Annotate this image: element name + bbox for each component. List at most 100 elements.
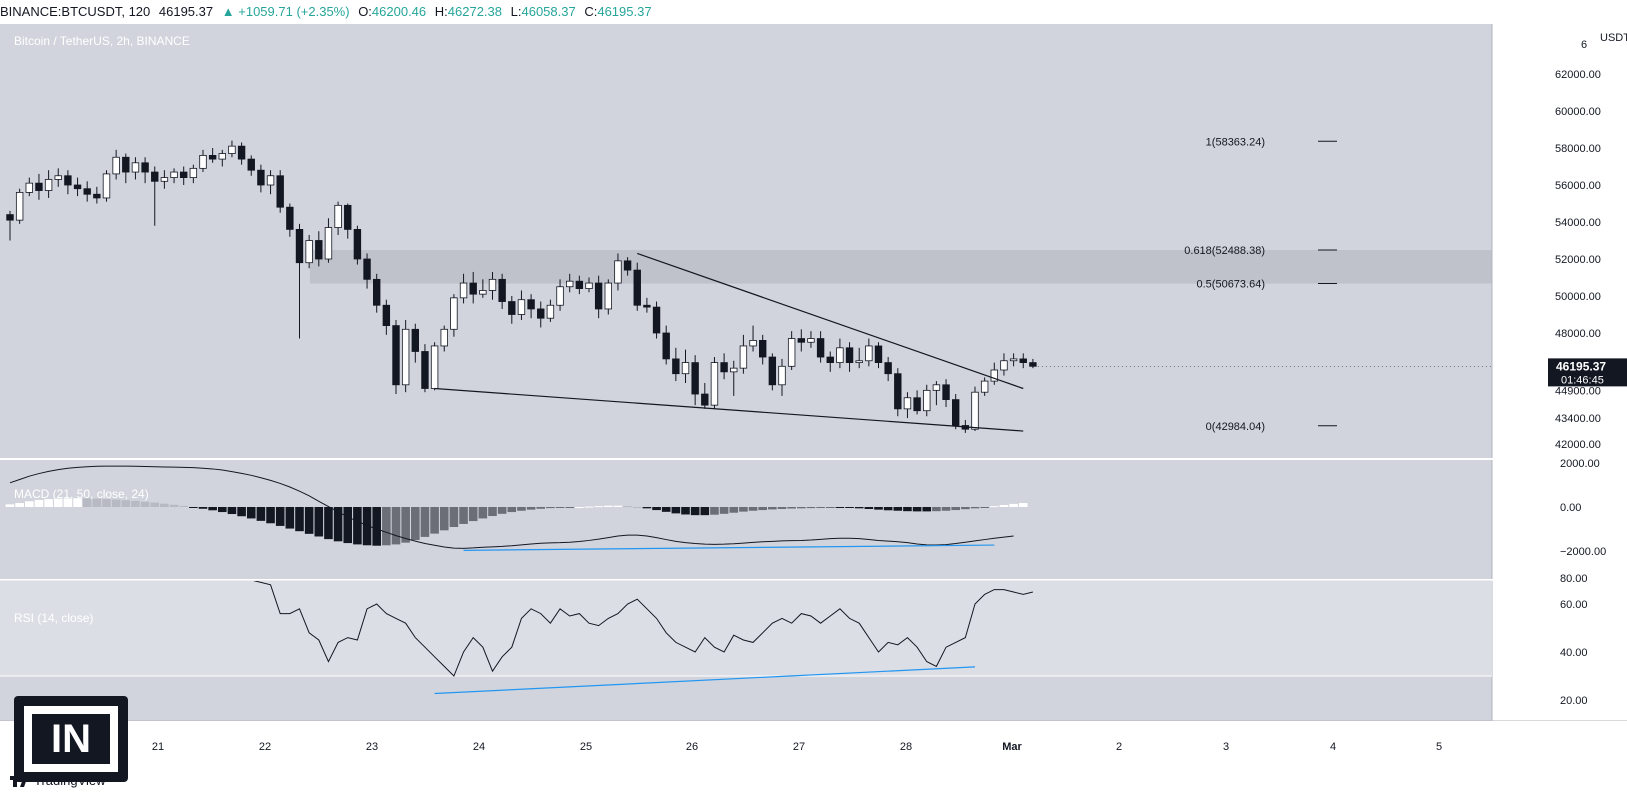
candle: [845, 342, 854, 372]
time-axis-label: 21: [152, 741, 164, 753]
candle-body: [450, 297, 458, 330]
candle-body: [604, 282, 612, 310]
macd-hist-bar: [594, 506, 603, 508]
macd-hist-bar: [845, 507, 854, 508]
macd-hist-bar: [439, 507, 449, 531]
rsi-line: [253, 581, 1034, 677]
candle-body: [6, 214, 14, 221]
candle-body: [903, 397, 912, 410]
candle: [884, 357, 892, 382]
candle-body: [199, 154, 207, 169]
candle-body: [575, 280, 584, 290]
candle-body: [614, 260, 622, 284]
macd-hist-bar: [652, 507, 661, 511]
macd-hist-bar: [922, 507, 932, 512]
candle: [35, 173, 43, 200]
open-label: O:: [358, 4, 372, 19]
rsi-pane-title: RSI (14, close): [14, 611, 94, 625]
candle-body: [401, 328, 410, 386]
candle-body: [353, 228, 362, 260]
candle-body: [980, 380, 989, 393]
candle-body: [672, 358, 680, 375]
macd-hist-bar: [449, 507, 459, 528]
macd-hist-bar: [623, 506, 632, 508]
candle: [44, 170, 53, 198]
candle: [295, 223, 304, 339]
candle: [836, 338, 844, 369]
chart-canvas[interactable]: 1(58363.24) 0.618(52488.38) 0.5(50673.64) 0…: [0, 24, 1627, 801]
macd-hist-bar: [227, 507, 237, 515]
macd-tick: 2000.00: [1560, 458, 1600, 470]
candle: [865, 338, 873, 367]
macd-hist-bar: [497, 507, 507, 514]
chart-area[interactable]: 1(58363.24) 0.618(52488.38) 0.5(50673.64) 0…: [0, 24, 1627, 801]
candle: [604, 279, 612, 315]
macd-hist-bar: [777, 507, 787, 509]
candle-body: [739, 345, 748, 369]
macd-hist-bar: [690, 507, 700, 516]
candle: [315, 231, 323, 267]
macd-hist-bar: [237, 507, 246, 517]
candle-body: [112, 156, 120, 175]
macd-hist-bar: [883, 507, 893, 511]
candle-body: [517, 299, 526, 315]
candle-body: [633, 269, 641, 306]
currency-label: USDT: [1600, 32, 1627, 44]
candle-body: [787, 338, 796, 367]
candle-body: [508, 301, 516, 315]
candle-body: [102, 173, 111, 199]
rsi-tick: 20.00: [1560, 695, 1588, 707]
candle-body: [623, 260, 632, 271]
candle: [556, 279, 564, 311]
candle-body: [855, 360, 863, 364]
macd-pane-bg: [0, 460, 1492, 579]
macd-hist-bar: [160, 503, 169, 507]
candle-body: [64, 175, 72, 186]
candle-body: [73, 184, 82, 190]
candle: [903, 392, 912, 419]
price-tick: 54000.00: [1555, 217, 1601, 229]
price-tick: 58000.00: [1555, 143, 1601, 155]
candle: [807, 331, 815, 348]
time-axis-label: 22: [259, 741, 271, 753]
candle-body: [131, 162, 140, 173]
candle: [681, 349, 690, 383]
macd-hist-bar: [372, 507, 381, 546]
candle-body: [315, 240, 323, 260]
macd-hist-bar: [198, 507, 208, 509]
candle: [257, 164, 265, 193]
macd-hist-bar: [478, 507, 488, 519]
macd-hist-bar: [468, 507, 478, 522]
candle-body: [884, 362, 892, 375]
macd-hist-bar: [140, 501, 150, 507]
candle: [122, 153, 130, 184]
candle-body: [768, 356, 777, 386]
macd-hist-bar: [912, 507, 922, 512]
candle-body: [179, 171, 188, 179]
candle: [566, 273, 574, 293]
candle: [228, 140, 236, 158]
tradingview-label: TradingView: [34, 773, 106, 788]
time-axis-label: 3: [1223, 741, 1229, 753]
macd-hist-bar: [903, 507, 912, 512]
candle: [208, 148, 217, 163]
candle: [1000, 353, 1008, 376]
candle-body: [990, 369, 998, 382]
candle: [816, 331, 825, 363]
candle-body: [170, 171, 178, 179]
macd-hist-bar: [536, 507, 546, 509]
candle: [932, 381, 941, 406]
candle-body: [44, 179, 53, 191]
time-axis-label: 28: [900, 741, 912, 753]
candle-body: [845, 347, 854, 363]
symbol-label[interactable]: BINANCE:BTCUSDT, 120: [0, 4, 151, 19]
candle: [980, 377, 989, 396]
candle-body: [1029, 362, 1037, 367]
macd-hist-bar: [343, 507, 353, 544]
candle-body: [305, 240, 313, 264]
candle-body: [459, 282, 468, 299]
macd-hist-bar: [719, 507, 729, 514]
candle: [353, 225, 362, 265]
macd-hist-bar: [893, 507, 903, 511]
macd-hist-bar: [797, 507, 806, 509]
